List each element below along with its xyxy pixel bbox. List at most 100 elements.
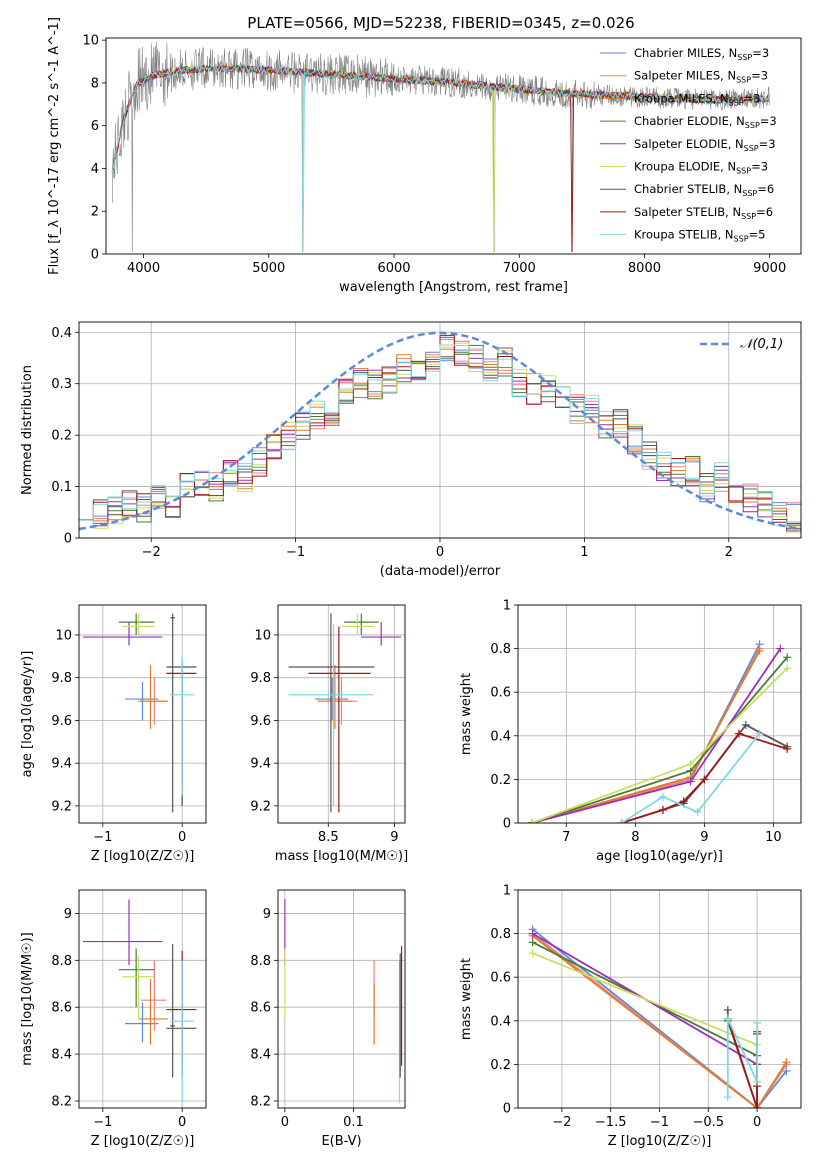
y-tick-label: 1 [503,599,511,614]
data-point [317,664,353,729]
x-axis-label: Z [log10(Z/Z☉)] [608,1134,712,1149]
x-axis-label: age [log10(age/yr)] [596,849,723,864]
plot-area-age_vs_mass [288,613,402,813]
y-tick-label: 0.1 [51,480,72,495]
legend-label: Salpeter STELIB, NSSP=6 [634,205,773,221]
y-tick-label: 0 [503,817,511,832]
data-point [82,899,163,966]
x-tick-label: 5000 [252,261,285,276]
y-tick-label: 9.4 [51,757,72,772]
x-tick-label: 9000 [753,261,786,276]
axes-frame [78,604,207,824]
plot-area-mass_vs_ebv [284,899,403,1104]
legend-label: Salpeter MILES, NSSP=3 [634,69,768,85]
data-point [122,613,155,635]
y-tick-label: 9 [263,907,271,922]
weight-line [532,952,758,1046]
axes-residuals: −2 −1 0 1 2 0 0.1 0.2 0.3 0.4 (data-model)/error No… [20,321,802,579]
normal-curve [79,331,801,531]
legend-label: Kroupa ELODIE, NSSP=3 [634,160,768,176]
y-tick-label: 9 [64,907,72,922]
plot-area-mass_vs_Z [82,899,197,1104]
plot-area-mw_vs_age [527,640,792,823]
model-spectrum-line [111,62,770,252]
y-tick-label: 8.8 [51,954,72,969]
legend-label: Kroupa MILES, NSSP=3 [634,91,760,107]
y-tick-label: 0.4 [51,326,72,341]
legend-label: Chabrier MILES, NSSP=3 [634,46,769,62]
weight-series [527,646,764,823]
y-tick-label: 8.6 [51,1001,72,1016]
y-tick-label: 0 [91,248,99,263]
y-tick-label: 0.2 [490,1058,511,1073]
axes-age_vs_Z: −1 0 9.2 9.4 9.6 9.8 10 Z [log10(Z/Z☉)] age [log… [20,604,207,864]
x-tick-label: 8.5 [318,830,339,845]
axes-mw_vs_age: 7 8 9 10 0 0.2 0.4 0.6 0.8 1 age [log10(age/yr)] ma… [459,599,802,864]
weight-line [621,733,761,823]
y-tick-label: 10 [82,34,99,49]
axes-mass_vs_ebv: 0 0.1 8.2 8.4 8.6 8.8 9 E(B-V) [250,889,406,1149]
plot-area-spectrum [111,41,770,253]
axes-frame [517,889,802,1109]
axes-mw_vs_Z: −2 −1.5 −1 −0.5 0 0 0.2 0.4 0.6 0.8 1 Z [log10(Z/Z☉… [459,884,802,1149]
y-tick-label: 9.4 [250,757,271,772]
x-tick-label: −1 [93,830,112,845]
x-tick-label: −2 [552,1115,571,1130]
data-point [118,948,155,1008]
y-tick-label: 9.8 [250,671,271,686]
weight-line [532,935,788,1108]
data-point [166,960,197,1078]
x-tick-label: −1 [286,545,305,560]
y-tick-label: 0 [503,1102,511,1117]
legend-label: Kroupa STELIB, NSSP=5 [634,228,765,244]
axes-spectrum: 4000 5000 6000 7000 8000 9000 0 2 4 6 8 10 wavelengt… [47,17,802,295]
x-axis-label: E(B-V) [321,1134,361,1149]
axes-frame [277,889,406,1109]
x-tick-label: 0 [178,830,186,845]
figure-title: PLATE=0566, MJD=52238, FIBERID=0345, z=0… [247,14,634,32]
plot-layer: 4000 5000 6000 7000 8000 90000246810wavelengt… [20,17,802,1149]
x-tick-label: 0 [178,1115,186,1130]
weight-series [528,949,762,1049]
y-tick-label: 0.8 [490,642,511,657]
x-tick-label: 7 [562,830,570,845]
y-tick-label: 10 [254,628,271,643]
plot-area-age_vs_Z [82,613,197,813]
x-tick-label: 8 [631,830,639,845]
legend: 𝒩(0,1) [700,337,783,352]
y-axis-label: mass [log10(M/M☉)] [20,932,35,1065]
y-axis-label: age [log10(age/yr)] [20,651,35,778]
legend-label: Chabrier ELODIE, NSSP=3 [634,114,777,130]
y-tick-label: 1 [503,884,511,899]
x-tick-label: 4000 [127,261,160,276]
x-tick-label: −0.5 [693,1115,725,1130]
y-tick-label: 9.2 [250,799,271,814]
axes-frame [78,889,207,1109]
x-tick-label: 1 [580,545,588,560]
data-point [82,622,163,646]
axes-frame [277,604,406,824]
x-tick-label: 9 [390,830,398,845]
data-point [122,955,155,1019]
y-tick-label: 8.2 [51,1094,72,1109]
weight-series [527,653,792,823]
x-axis-label: Z [log10(Z/Z☉)] [91,849,195,864]
weight-series [723,1014,762,1102]
plot-area-mw_vs_Z [528,925,791,1108]
histogram-series [79,344,801,526]
y-tick-label: 0.6 [490,686,511,701]
data-point [170,960,195,1104]
y-tick-label: 0.8 [490,927,511,942]
legend-label: 𝒩(0,1) [740,337,783,352]
x-tick-label: −1.5 [595,1115,627,1130]
x-tick-label: 2 [725,545,733,560]
y-tick-label: 2 [91,205,99,220]
x-tick-label: −1 [650,1115,669,1130]
x-tick-label: 9 [700,830,708,845]
y-tick-label: 8.8 [250,954,271,969]
weight-line [726,1018,758,1098]
y-tick-label: 9.8 [51,671,72,686]
plot-area-residuals [79,331,801,533]
y-tick-label: 0.4 [490,729,511,744]
